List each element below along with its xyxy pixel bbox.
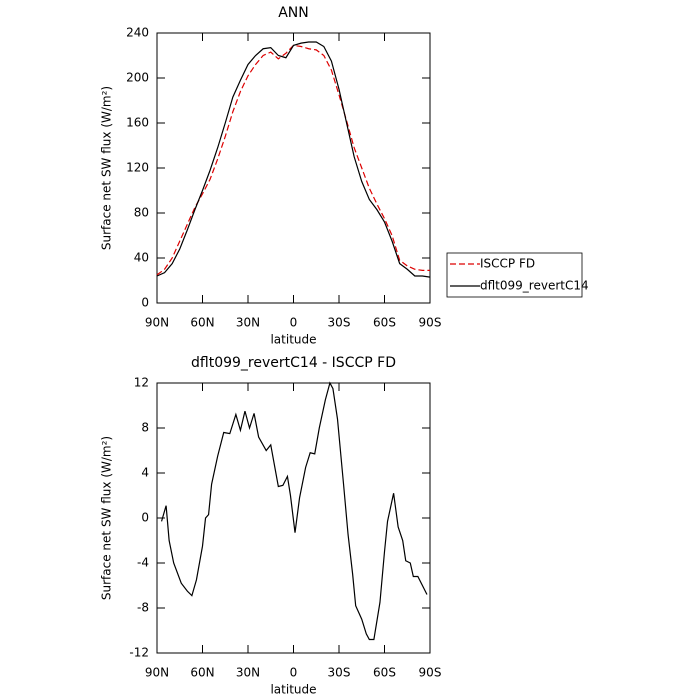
x-tick-label: 90S (419, 666, 442, 680)
y-tick-label: 40 (134, 251, 149, 265)
x-tick-label: 30N (236, 666, 260, 680)
y-tick-label: 200 (126, 71, 149, 85)
chart-title: ANN (278, 5, 309, 21)
x-tick-label: 0 (290, 666, 298, 680)
x-tick-label: 90N (145, 316, 169, 330)
data-line (156, 44, 430, 276)
y-axis-label: Surface net SW flux (W/m²) (100, 436, 114, 600)
legend-box (446, 252, 583, 298)
y-tick-label: 0 (141, 296, 149, 310)
x-axis-label: latitude (270, 683, 316, 697)
plot-frame (156, 32, 431, 304)
y-tick-label: 160 (126, 116, 149, 130)
y-tick-label: 8 (141, 421, 149, 435)
data-line (156, 41, 431, 278)
chart-title: dflt099_revertC14 - ISCCP FD (191, 355, 396, 371)
y-tick-label: 12 (134, 376, 149, 390)
x-tick-label: 60N (190, 316, 214, 330)
y-tick-label: 240 (126, 26, 149, 40)
y-tick-label: 80 (134, 206, 149, 220)
y-tick-label: 120 (126, 161, 149, 175)
y-tick-label: -12 (129, 646, 149, 660)
x-tick-label: 90N (145, 666, 169, 680)
x-tick-label: 60N (190, 666, 214, 680)
y-tick-label: -4 (137, 556, 149, 570)
x-axis-label: latitude (270, 333, 316, 347)
x-tick-label: 30N (236, 316, 260, 330)
y-axis-label: Surface net SW flux (W/m²) (100, 86, 114, 250)
y-tick-label: -8 (137, 601, 149, 615)
x-tick-label: 90S (419, 316, 442, 330)
x-tick-label: 30S (328, 316, 351, 330)
x-tick-label: 30S (328, 666, 351, 680)
x-tick-label: 60S (373, 666, 396, 680)
x-tick-label: 0 (290, 316, 298, 330)
legend-label: ISCCP FD (480, 257, 535, 271)
x-tick-label: 60S (373, 316, 396, 330)
y-tick-label: 4 (141, 466, 149, 480)
y-tick-label: 0 (141, 511, 149, 525)
data-line (160, 381, 428, 641)
legend-label: dflt099_revertC14 (480, 279, 589, 293)
